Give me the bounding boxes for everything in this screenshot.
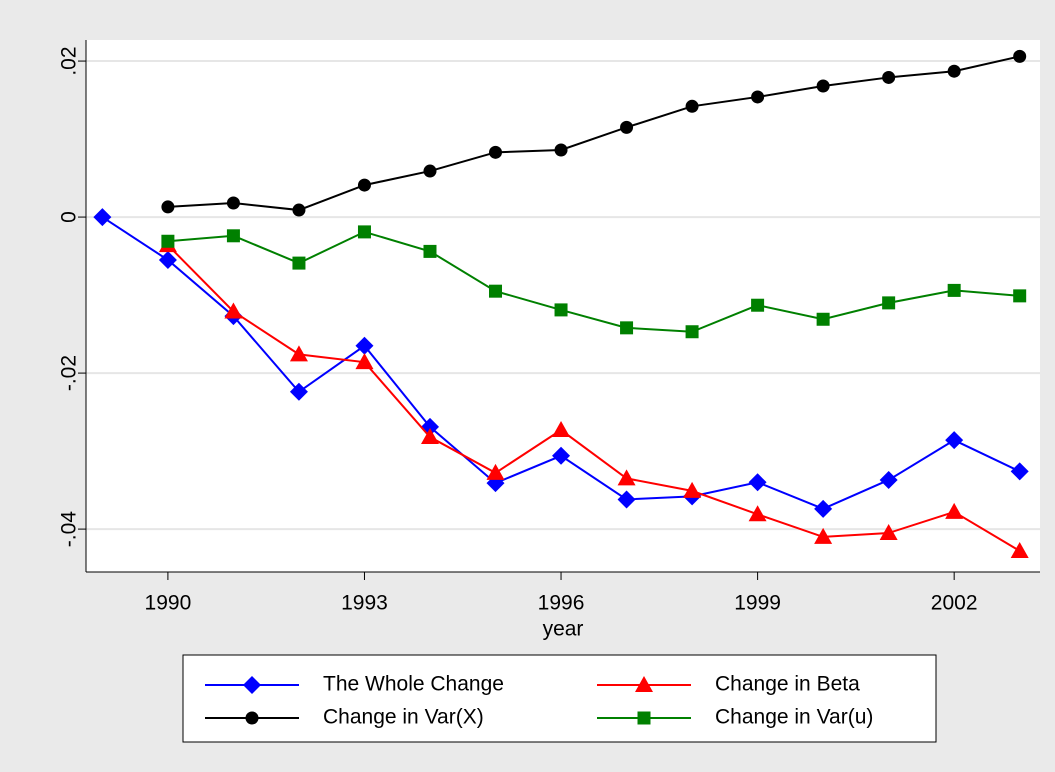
legend-box bbox=[182, 654, 937, 743]
marker bbox=[748, 505, 767, 522]
legend-label: Change in Beta bbox=[715, 673, 860, 696]
x-tick-label: 1996 bbox=[538, 592, 585, 615]
marker bbox=[292, 203, 306, 217]
marker bbox=[620, 321, 634, 335]
legend-label: Change in Var(X) bbox=[323, 706, 484, 729]
marker bbox=[486, 463, 505, 480]
marker bbox=[685, 99, 699, 113]
y-tick-label: .02 bbox=[58, 46, 81, 75]
series-line bbox=[167, 230, 1020, 333]
marker bbox=[552, 446, 571, 465]
marker bbox=[814, 527, 833, 544]
marker bbox=[882, 70, 896, 84]
marker bbox=[357, 225, 371, 239]
marker bbox=[1013, 289, 1027, 303]
marker bbox=[423, 244, 437, 258]
marker bbox=[751, 298, 765, 312]
marker bbox=[617, 469, 636, 486]
legend-marker bbox=[635, 676, 653, 692]
marker bbox=[423, 164, 437, 178]
x-tick-label: 1999 bbox=[734, 592, 781, 615]
marker bbox=[945, 502, 964, 519]
marker bbox=[552, 421, 571, 438]
marker bbox=[289, 345, 308, 362]
marker bbox=[814, 499, 833, 518]
marker bbox=[945, 431, 964, 450]
marker bbox=[158, 250, 177, 269]
legend-marker bbox=[245, 711, 259, 725]
marker bbox=[224, 302, 243, 319]
legend-label: Change in Var(u) bbox=[715, 706, 873, 729]
y-tick-label: 0 bbox=[58, 211, 81, 223]
legend-label: The Whole Change bbox=[323, 673, 504, 696]
marker bbox=[226, 229, 240, 243]
marker bbox=[420, 428, 439, 445]
marker bbox=[161, 234, 175, 248]
marker bbox=[816, 79, 830, 93]
marker bbox=[93, 208, 112, 227]
marker bbox=[947, 283, 961, 297]
legend-marker bbox=[637, 711, 651, 725]
marker bbox=[748, 473, 767, 492]
marker bbox=[879, 470, 898, 489]
marker bbox=[226, 196, 240, 210]
marker bbox=[489, 145, 503, 159]
x-axis-label: year bbox=[543, 618, 584, 641]
series-line bbox=[167, 55, 1020, 212]
marker bbox=[620, 120, 634, 134]
x-tick-label: 1993 bbox=[341, 592, 388, 615]
marker bbox=[617, 490, 636, 509]
marker bbox=[1010, 541, 1029, 558]
marker bbox=[879, 523, 898, 540]
marker bbox=[489, 284, 503, 298]
marker bbox=[161, 200, 175, 214]
marker bbox=[554, 143, 568, 157]
marker bbox=[1010, 462, 1029, 481]
marker bbox=[1013, 49, 1027, 63]
x-tick-label: 1990 bbox=[145, 592, 192, 615]
marker bbox=[289, 382, 308, 401]
marker bbox=[947, 64, 961, 78]
marker bbox=[357, 178, 371, 192]
series-line bbox=[167, 244, 1021, 552]
y-tick-label: -.04 bbox=[58, 511, 81, 548]
marker bbox=[355, 336, 374, 355]
marker bbox=[292, 256, 306, 270]
marker bbox=[355, 353, 374, 370]
marker bbox=[683, 481, 702, 498]
marker bbox=[816, 312, 830, 326]
marker bbox=[882, 296, 896, 310]
y-tick-label: -.02 bbox=[58, 355, 81, 391]
legend-marker bbox=[243, 676, 261, 694]
marker bbox=[751, 90, 765, 104]
marker bbox=[685, 325, 699, 339]
marker bbox=[554, 303, 568, 317]
x-tick-label: 2002 bbox=[931, 592, 978, 615]
